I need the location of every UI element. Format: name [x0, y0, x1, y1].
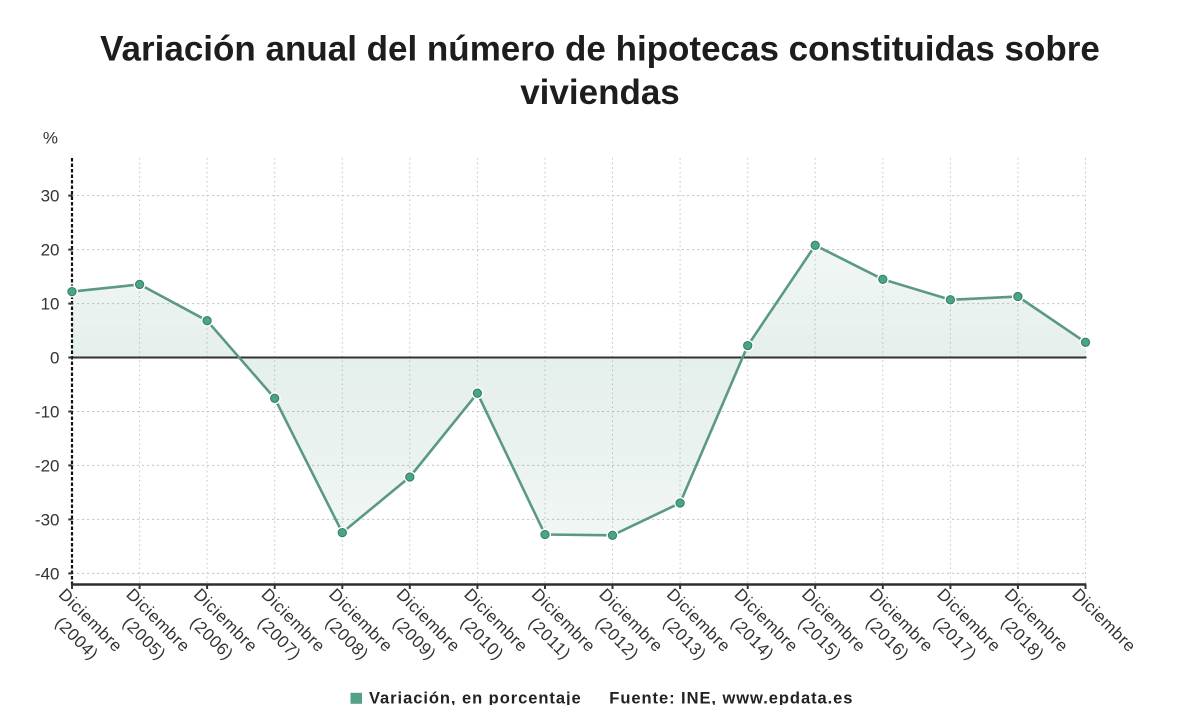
svg-text:Diciembre: Diciembre: [1068, 585, 1139, 656]
svg-text:-40: -40: [35, 564, 60, 583]
svg-text:20: 20: [41, 241, 60, 260]
svg-text:viviendas: viviendas: [520, 73, 680, 112]
svg-text:Variación, en porcentaje: Variación, en porcentaje: [369, 689, 582, 705]
svg-text:10: 10: [41, 295, 60, 314]
svg-text:-10: -10: [35, 403, 60, 422]
svg-text:0: 0: [50, 349, 59, 368]
svg-text:-20: -20: [35, 456, 60, 475]
svg-text:Fuente: INE, www.epdata.es: Fuente: INE, www.epdata.es: [609, 689, 853, 705]
svg-text:30: 30: [41, 187, 60, 206]
svg-text:-30: -30: [35, 510, 60, 529]
svg-text:%: %: [43, 129, 58, 148]
svg-text:Variación anual del número de: Variación anual del número de hipotecas …: [100, 30, 1100, 69]
